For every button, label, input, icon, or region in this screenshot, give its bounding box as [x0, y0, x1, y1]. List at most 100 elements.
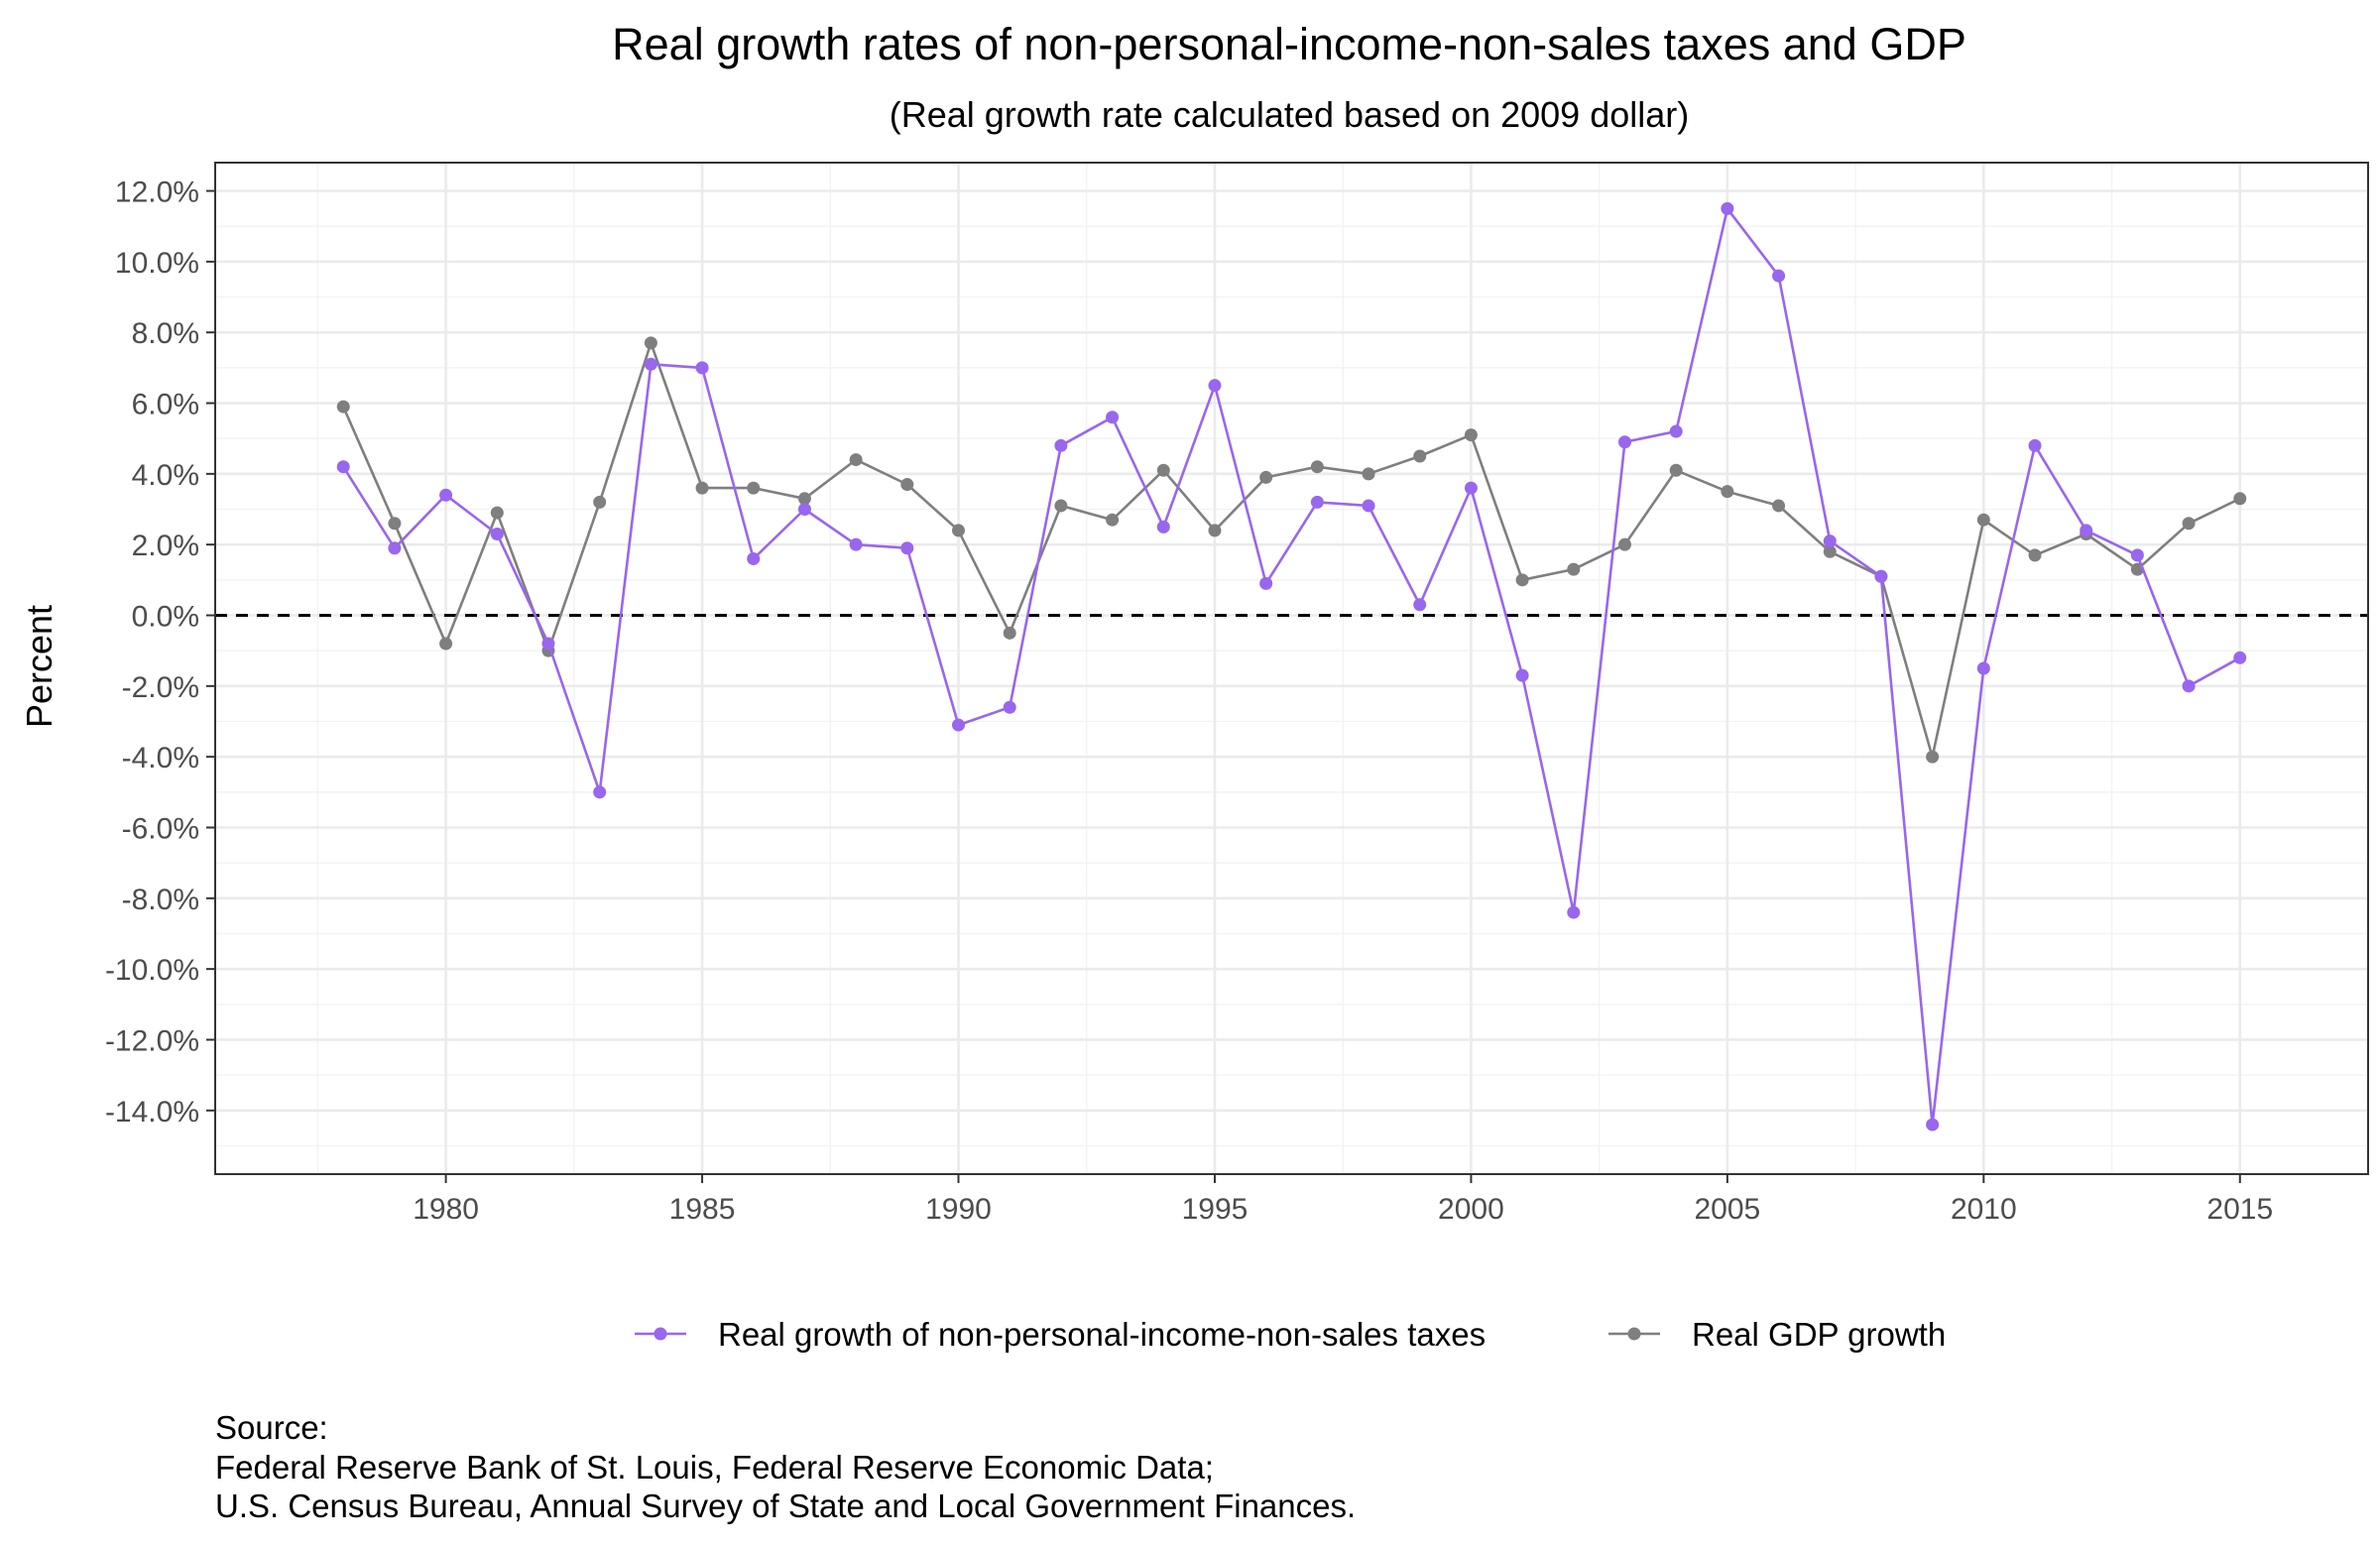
data-point	[1362, 467, 1375, 481]
x-tick-label: 1995	[1182, 1193, 1249, 1226]
data-point	[952, 718, 966, 732]
data-point	[797, 492, 811, 506]
x-tick-label: 2005	[1694, 1193, 1760, 1226]
source-heading: Source:	[215, 1409, 328, 1446]
data-point	[490, 527, 504, 540]
data-point	[388, 517, 402, 531]
data-point	[439, 488, 453, 502]
data-point	[541, 637, 555, 651]
data-point	[2130, 548, 2144, 562]
legend: Real growth of non-personal-income-non-s…	[635, 1316, 1946, 1353]
legend-key-point	[1627, 1327, 1641, 1341]
data-point	[1823, 544, 1837, 558]
data-point	[1926, 1118, 1940, 1131]
data-point	[1772, 499, 1786, 513]
series-0	[336, 201, 2247, 1131]
y-tick-label: 12.0%	[115, 177, 199, 209]
y-tick-label: -10.0%	[105, 954, 199, 987]
series-line	[342, 341, 2241, 759]
data-point	[1567, 905, 1581, 919]
data-point	[1003, 626, 1016, 640]
data-point	[1617, 435, 1631, 449]
data-point	[1413, 598, 1427, 612]
data-point	[747, 481, 761, 495]
data-point	[490, 506, 504, 520]
data-point	[747, 551, 761, 565]
legend-item-1: Real GDP growth	[1608, 1316, 1946, 1353]
data-point	[2080, 524, 2093, 537]
data-point	[1926, 750, 1940, 764]
data-point	[1003, 700, 1016, 714]
data-point	[695, 361, 709, 375]
legend-item-0: Real growth of non-personal-income-non-s…	[635, 1316, 1486, 1353]
major-gridlines	[215, 163, 2368, 1174]
data-point	[1106, 411, 1120, 424]
data-point	[1515, 573, 1529, 587]
y-tick-label: 6.0%	[132, 389, 199, 421]
data-point	[1208, 379, 1222, 393]
y-tick-label: 2.0%	[132, 530, 199, 562]
data-point	[2028, 548, 2042, 562]
y-tick-label: 10.0%	[115, 247, 199, 280]
legend-label: Real GDP growth	[1692, 1316, 1946, 1353]
plot-border	[214, 162, 2369, 1175]
data-point	[1054, 499, 1068, 513]
data-point	[1054, 438, 1068, 452]
data-point	[695, 481, 709, 495]
data-point	[593, 495, 607, 509]
data-point	[336, 400, 350, 414]
data-point	[439, 637, 453, 651]
data-point	[1874, 569, 1888, 583]
y-axis-label: Percent	[19, 605, 60, 728]
y-axis: 12.0% 10.0% 8.0% 6.0% 4.0% 2.0% 0.0% -2.0% -4.0%…	[105, 177, 215, 1129]
data-point	[900, 478, 914, 492]
data-point	[952, 524, 966, 537]
data-point	[1208, 524, 1222, 537]
data-point	[593, 785, 607, 799]
data-point	[644, 336, 657, 350]
plot-background	[215, 163, 2368, 1174]
x-tick-label: 1990	[925, 1193, 992, 1226]
data-point	[644, 357, 657, 371]
data-point	[1362, 499, 1375, 513]
y-tick-label: -14.0%	[105, 1096, 199, 1129]
data-point	[1464, 428, 1478, 442]
data-point	[1259, 576, 1273, 590]
x-tick-label: 2010	[1951, 1193, 2017, 1226]
data-point	[1106, 513, 1120, 527]
x-tick-label: 2015	[2206, 1193, 2273, 1226]
data-point	[1823, 535, 1837, 548]
plot-panel	[215, 163, 2368, 1174]
y-tick-label: -6.0%	[122, 812, 199, 845]
data-point	[2233, 651, 2247, 664]
data-point	[2182, 679, 2196, 693]
data-point	[1413, 449, 1427, 463]
y-tick-label: 0.0%	[132, 601, 199, 634]
data-point	[1515, 668, 1529, 682]
x-tick-label: 1980	[413, 1193, 479, 1226]
data-point	[1567, 562, 1581, 576]
legend-key-point	[654, 1327, 667, 1341]
data-point	[1310, 495, 1324, 509]
data-point	[900, 541, 914, 555]
data-point	[1976, 513, 1990, 527]
y-tick-label: -12.0%	[105, 1024, 199, 1057]
data-point	[388, 541, 402, 555]
legend-label: Real growth of non-personal-income-non-s…	[718, 1316, 1486, 1353]
data-point	[336, 460, 350, 474]
data-point	[849, 537, 863, 551]
y-tick-label: 8.0%	[132, 317, 199, 350]
chart-subtitle: (Real growth rate calculated based on 20…	[890, 94, 1689, 135]
data-point	[1464, 481, 1478, 495]
data-point	[849, 453, 863, 467]
data-point	[1669, 463, 1683, 477]
source-caption: Source: Federal Reserve Bank of St. Loui…	[215, 1408, 1356, 1526]
data-point	[1156, 520, 1170, 534]
data-point	[1617, 537, 1631, 551]
data-point	[1259, 470, 1273, 484]
data-point	[1156, 463, 1170, 477]
y-tick-label: -2.0%	[122, 671, 199, 704]
data-point	[2182, 517, 2196, 531]
x-tick-label: 2000	[1438, 1193, 1504, 1226]
